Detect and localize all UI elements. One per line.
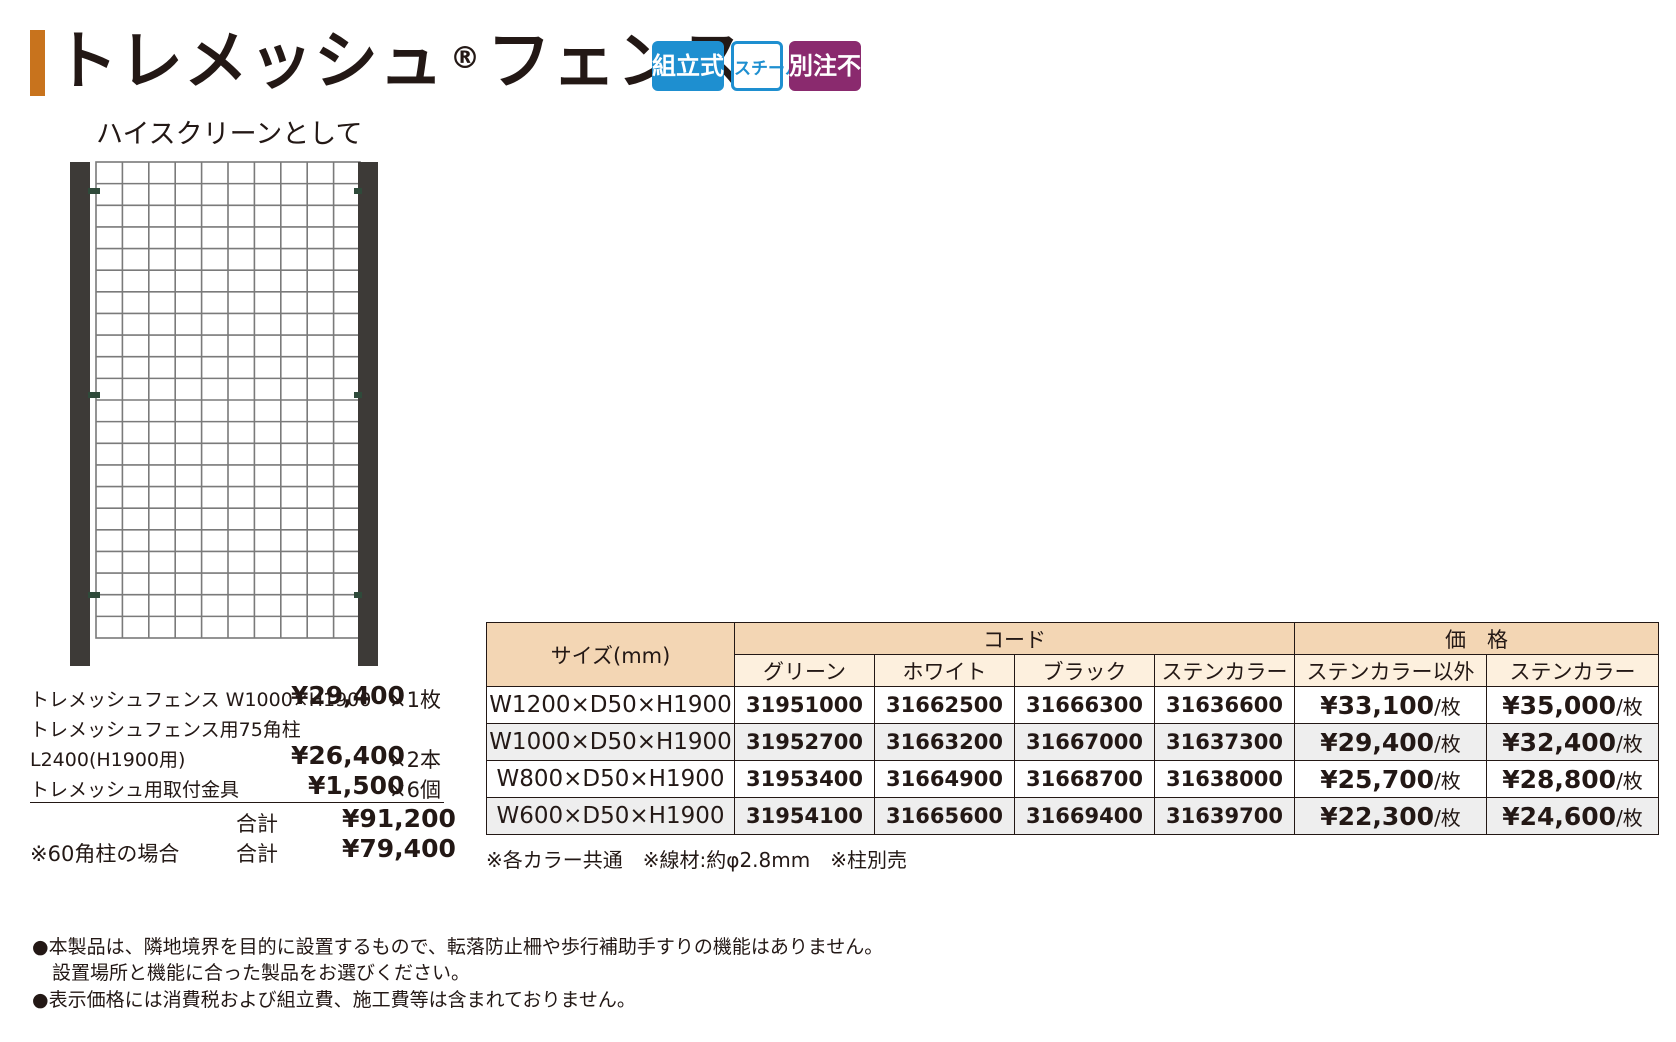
code-cell: 31953400 bbox=[734, 760, 875, 798]
price-value: ¥32,400 bbox=[1502, 727, 1617, 757]
item2-name-line1: トレメッシュフェンス用75角柱 bbox=[30, 719, 301, 741]
price-cell: ¥33,100/枚 bbox=[1294, 686, 1487, 724]
table-notes: ※各カラー共通 ※線材:約φ2.8mm ※柱別売 bbox=[486, 848, 907, 872]
badge-assembly: 組立式 bbox=[652, 41, 724, 91]
subtitle: ハイスクリーンとして bbox=[96, 119, 363, 150]
price-value: ¥25,700 bbox=[1320, 764, 1435, 794]
price-unit: /枚 bbox=[1434, 768, 1461, 793]
size-header: サイズ(mm) bbox=[486, 622, 735, 687]
price-value: ¥28,800 bbox=[1502, 764, 1617, 794]
price-cell: ¥35,000/枚 bbox=[1486, 686, 1659, 724]
item3-price: ¥1,500 bbox=[308, 771, 405, 800]
page-title: トレメッシュ ®フェンス bbox=[54, 22, 746, 105]
code-cell: 31669400 bbox=[1014, 797, 1155, 835]
badge-no-custom-order: 別注不可 bbox=[789, 41, 885, 91]
price-value: ¥22,300 bbox=[1320, 801, 1435, 831]
divider bbox=[30, 802, 444, 803]
code-cell: 31954100 bbox=[734, 797, 875, 835]
price-unit: /枚 bbox=[1616, 731, 1643, 756]
code-cell: 31639700 bbox=[1154, 797, 1295, 835]
code-cell: 31663200 bbox=[874, 723, 1015, 761]
spec-table: サイズ(mm) コード 価 格 グリーン ホワイト ブラック ステンカラー ステ… bbox=[486, 622, 1659, 835]
badge-steel: スチール bbox=[731, 41, 802, 91]
col-price-stain: ステンカラー bbox=[1486, 654, 1659, 687]
code-cell: 31638000 bbox=[1154, 760, 1295, 798]
item3-qty: ×6個 bbox=[389, 778, 441, 802]
footnote-3: ●表示価格には消費税および組立費、施工費等は含まれておりません。 bbox=[32, 989, 636, 1011]
registered-mark: ® bbox=[450, 41, 481, 77]
price-cell: ¥24,600/枚 bbox=[1486, 797, 1659, 835]
item2-price: ¥26,400 bbox=[291, 741, 405, 770]
code-cell: 31951000 bbox=[734, 686, 875, 724]
price-cell: ¥29,400/枚 bbox=[1294, 723, 1487, 761]
title-accent-bar bbox=[30, 30, 45, 96]
alt-post-note: ※60角柱の場合 bbox=[30, 842, 180, 866]
price-header: 価 格 bbox=[1294, 622, 1659, 655]
size-cell: W1000×D50×H1900 bbox=[486, 723, 735, 761]
price-unit: /枚 bbox=[1434, 731, 1461, 756]
code-cell: 31662500 bbox=[874, 686, 1015, 724]
price-cell: ¥22,300/枚 bbox=[1294, 797, 1487, 835]
table-row: W1200×D50×H1900 31951000 31662500 316663… bbox=[486, 686, 1659, 724]
size-cell: W600×D50×H1900 bbox=[486, 797, 735, 835]
code-cell: 31637300 bbox=[1154, 723, 1295, 761]
mesh-fence-icon bbox=[70, 161, 378, 666]
title-main: トレメッシュ bbox=[54, 25, 444, 99]
alt-total-price: ¥79,400 bbox=[342, 834, 456, 863]
col-white: ホワイト bbox=[874, 654, 1015, 687]
col-price-other: ステンカラー以外 bbox=[1294, 654, 1487, 687]
code-cell: 31664900 bbox=[874, 760, 1015, 798]
footnote-2: 設置場所と機能に合った製品をお選びください。 bbox=[52, 962, 471, 984]
table-row: W800×D50×H1900 31953400 31664900 3166870… bbox=[486, 760, 1659, 798]
code-cell: 31665600 bbox=[874, 797, 1015, 835]
table-row: W1000×D50×H1900 31952700 31663200 316670… bbox=[486, 723, 1659, 761]
code-cell: 31636600 bbox=[1154, 686, 1295, 724]
price-unit: /枚 bbox=[1434, 805, 1461, 830]
size-cell: W1200×D50×H1900 bbox=[486, 686, 735, 724]
col-stain: ステンカラー bbox=[1154, 654, 1295, 687]
item2-qty: ×2本 bbox=[389, 748, 441, 772]
col-black: ブラック bbox=[1014, 654, 1155, 687]
code-cell: 31667000 bbox=[1014, 723, 1155, 761]
size-cell: W800×D50×H1900 bbox=[486, 760, 735, 798]
price-unit: /枚 bbox=[1616, 694, 1643, 719]
col-green: グリーン bbox=[734, 654, 875, 687]
code-cell: 31952700 bbox=[734, 723, 875, 761]
code-cell: 31666300 bbox=[1014, 686, 1155, 724]
footnote-1: ●本製品は、隣地境界を目的に設置するもので、転落防止柵や歩行補助手すりの機能はあ… bbox=[32, 936, 884, 958]
price-value: ¥29,400 bbox=[1320, 727, 1435, 757]
price-cell: ¥28,800/枚 bbox=[1486, 760, 1659, 798]
item3-name: トレメッシュ用取付金具 bbox=[30, 779, 240, 801]
alt-total-label: 合計 bbox=[236, 842, 278, 866]
price-value: ¥35,000 bbox=[1502, 690, 1617, 720]
item1-price: ¥29,400 bbox=[291, 681, 405, 710]
total-label: 合計 bbox=[236, 812, 278, 836]
code-cell: 31668700 bbox=[1014, 760, 1155, 798]
code-header: コード bbox=[734, 622, 1295, 655]
price-value: ¥33,100 bbox=[1320, 690, 1435, 720]
table-row: W600×D50×H1900 31954100 31665600 3166940… bbox=[486, 797, 1659, 835]
item1-name: トレメッシュフェンス W1000×H1900 bbox=[30, 689, 372, 711]
price-value: ¥24,600 bbox=[1502, 801, 1617, 831]
price-cell: ¥32,400/枚 bbox=[1486, 723, 1659, 761]
price-unit: /枚 bbox=[1434, 694, 1461, 719]
item2-name-line2: L2400(H1900用) bbox=[30, 749, 186, 771]
price-unit: /枚 bbox=[1616, 768, 1643, 793]
price-cell: ¥25,700/枚 bbox=[1294, 760, 1487, 798]
item1-qty: ×1枚 bbox=[389, 688, 441, 712]
price-unit: /枚 bbox=[1616, 805, 1643, 830]
total-price: ¥91,200 bbox=[342, 804, 456, 833]
